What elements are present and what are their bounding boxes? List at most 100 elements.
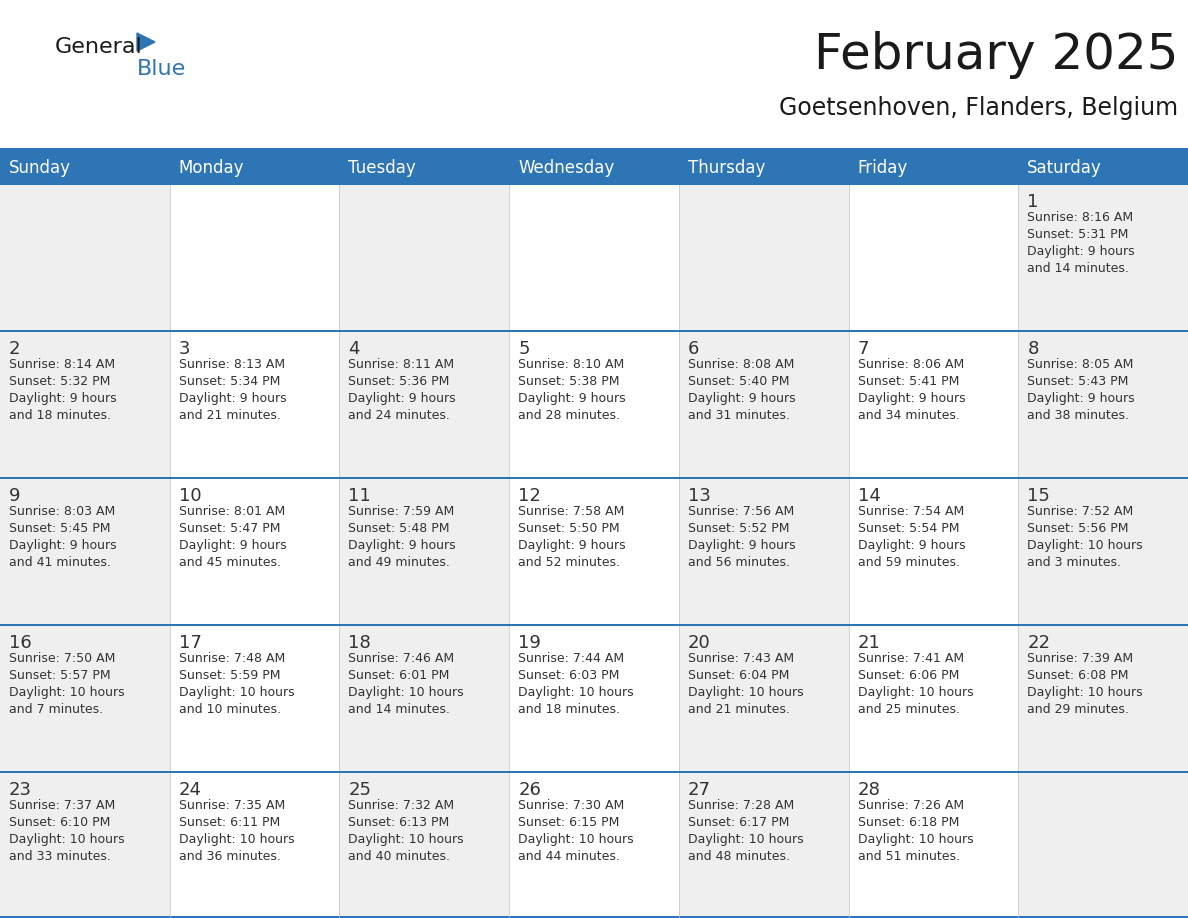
Text: Sunset: 6:18 PM: Sunset: 6:18 PM bbox=[858, 816, 959, 829]
Text: and 52 minutes.: and 52 minutes. bbox=[518, 556, 620, 569]
Text: Sunday: Sunday bbox=[10, 159, 71, 177]
Bar bbox=[170, 624, 340, 771]
Text: Sunrise: 8:01 AM: Sunrise: 8:01 AM bbox=[178, 505, 285, 518]
Text: and 44 minutes.: and 44 minutes. bbox=[518, 850, 620, 863]
Bar bbox=[510, 183, 678, 330]
Text: Sunset: 5:45 PM: Sunset: 5:45 PM bbox=[10, 522, 110, 535]
Text: Sunrise: 7:48 AM: Sunrise: 7:48 AM bbox=[178, 652, 285, 665]
Text: 28: 28 bbox=[858, 781, 880, 799]
Bar bbox=[510, 153, 678, 183]
Text: and 7 minutes.: and 7 minutes. bbox=[10, 703, 103, 716]
Text: Sunrise: 7:50 AM: Sunrise: 7:50 AM bbox=[10, 652, 115, 665]
Text: Sunrise: 7:35 AM: Sunrise: 7:35 AM bbox=[178, 799, 285, 812]
Text: and 51 minutes.: and 51 minutes. bbox=[858, 850, 960, 863]
Bar bbox=[340, 330, 510, 477]
Bar bbox=[170, 477, 340, 624]
Text: Daylight: 9 hours: Daylight: 9 hours bbox=[1028, 245, 1135, 258]
Text: Daylight: 9 hours: Daylight: 9 hours bbox=[518, 392, 626, 405]
Text: 22: 22 bbox=[1028, 634, 1050, 652]
Text: 6: 6 bbox=[688, 340, 700, 358]
Bar bbox=[0, 330, 1188, 332]
Text: Daylight: 9 hours: Daylight: 9 hours bbox=[858, 539, 965, 552]
Text: Sunset: 5:40 PM: Sunset: 5:40 PM bbox=[688, 375, 789, 388]
Text: and 31 minutes.: and 31 minutes. bbox=[688, 409, 790, 422]
Text: Sunset: 6:04 PM: Sunset: 6:04 PM bbox=[688, 669, 789, 682]
Text: 26: 26 bbox=[518, 781, 541, 799]
Text: 12: 12 bbox=[518, 487, 541, 505]
Text: 21: 21 bbox=[858, 634, 880, 652]
Text: Daylight: 10 hours: Daylight: 10 hours bbox=[178, 833, 295, 846]
Text: Sunset: 6:17 PM: Sunset: 6:17 PM bbox=[688, 816, 789, 829]
Text: Monday: Monday bbox=[178, 159, 245, 177]
Text: 3: 3 bbox=[178, 340, 190, 358]
Bar bbox=[678, 183, 848, 330]
Text: Sunset: 5:31 PM: Sunset: 5:31 PM bbox=[1028, 228, 1129, 241]
Bar bbox=[678, 624, 848, 771]
Bar bbox=[1018, 153, 1188, 183]
Bar bbox=[0, 477, 1188, 479]
Text: Sunset: 6:11 PM: Sunset: 6:11 PM bbox=[178, 816, 280, 829]
Bar bbox=[848, 771, 1018, 918]
Text: Daylight: 10 hours: Daylight: 10 hours bbox=[10, 833, 125, 846]
Text: Daylight: 9 hours: Daylight: 9 hours bbox=[178, 392, 286, 405]
Bar bbox=[340, 183, 510, 330]
Text: 19: 19 bbox=[518, 634, 541, 652]
Bar bbox=[510, 330, 678, 477]
Text: and 36 minutes.: and 36 minutes. bbox=[178, 850, 280, 863]
Text: Daylight: 9 hours: Daylight: 9 hours bbox=[348, 539, 456, 552]
Text: Friday: Friday bbox=[858, 159, 908, 177]
Text: Saturday: Saturday bbox=[1028, 159, 1102, 177]
Text: 20: 20 bbox=[688, 634, 710, 652]
Text: Daylight: 9 hours: Daylight: 9 hours bbox=[518, 539, 626, 552]
Text: and 14 minutes.: and 14 minutes. bbox=[1028, 262, 1129, 275]
Text: Sunset: 6:10 PM: Sunset: 6:10 PM bbox=[10, 816, 110, 829]
Text: and 56 minutes.: and 56 minutes. bbox=[688, 556, 790, 569]
Text: Sunset: 6:03 PM: Sunset: 6:03 PM bbox=[518, 669, 619, 682]
Text: and 3 minutes.: and 3 minutes. bbox=[1028, 556, 1121, 569]
Polygon shape bbox=[137, 33, 154, 51]
Text: Daylight: 10 hours: Daylight: 10 hours bbox=[348, 833, 465, 846]
Text: Daylight: 9 hours: Daylight: 9 hours bbox=[10, 539, 116, 552]
Text: Sunrise: 8:06 AM: Sunrise: 8:06 AM bbox=[858, 358, 963, 371]
Bar bbox=[0, 183, 170, 330]
Text: Sunrise: 7:28 AM: Sunrise: 7:28 AM bbox=[688, 799, 794, 812]
Text: 4: 4 bbox=[348, 340, 360, 358]
Text: Sunset: 5:57 PM: Sunset: 5:57 PM bbox=[10, 669, 110, 682]
Text: Sunrise: 7:30 AM: Sunrise: 7:30 AM bbox=[518, 799, 625, 812]
Text: Sunrise: 8:16 AM: Sunrise: 8:16 AM bbox=[1028, 211, 1133, 224]
Text: 25: 25 bbox=[348, 781, 372, 799]
Text: Daylight: 10 hours: Daylight: 10 hours bbox=[178, 686, 295, 699]
Text: Sunrise: 7:37 AM: Sunrise: 7:37 AM bbox=[10, 799, 115, 812]
Text: Sunrise: 7:56 AM: Sunrise: 7:56 AM bbox=[688, 505, 794, 518]
Text: Sunrise: 7:59 AM: Sunrise: 7:59 AM bbox=[348, 505, 455, 518]
Text: Daylight: 10 hours: Daylight: 10 hours bbox=[1028, 686, 1143, 699]
Text: and 21 minutes.: and 21 minutes. bbox=[178, 409, 280, 422]
Text: and 29 minutes.: and 29 minutes. bbox=[1028, 703, 1129, 716]
Text: 15: 15 bbox=[1028, 487, 1050, 505]
Bar bbox=[0, 916, 1188, 918]
Text: Sunset: 6:06 PM: Sunset: 6:06 PM bbox=[858, 669, 959, 682]
Bar bbox=[510, 477, 678, 624]
Text: Daylight: 10 hours: Daylight: 10 hours bbox=[688, 833, 803, 846]
Text: 8: 8 bbox=[1028, 340, 1038, 358]
Text: Daylight: 10 hours: Daylight: 10 hours bbox=[518, 686, 633, 699]
Text: Sunset: 5:47 PM: Sunset: 5:47 PM bbox=[178, 522, 280, 535]
Text: Sunrise: 7:54 AM: Sunrise: 7:54 AM bbox=[858, 505, 963, 518]
Text: 16: 16 bbox=[10, 634, 32, 652]
Text: and 18 minutes.: and 18 minutes. bbox=[10, 409, 110, 422]
Bar bbox=[0, 624, 1188, 626]
Text: and 10 minutes.: and 10 minutes. bbox=[178, 703, 280, 716]
Text: Daylight: 10 hours: Daylight: 10 hours bbox=[518, 833, 633, 846]
Text: February 2025: February 2025 bbox=[814, 31, 1178, 79]
Bar bbox=[0, 330, 170, 477]
Text: and 28 minutes.: and 28 minutes. bbox=[518, 409, 620, 422]
Text: and 48 minutes.: and 48 minutes. bbox=[688, 850, 790, 863]
Text: and 38 minutes.: and 38 minutes. bbox=[1028, 409, 1130, 422]
Text: Sunset: 6:01 PM: Sunset: 6:01 PM bbox=[348, 669, 450, 682]
Text: Sunrise: 7:46 AM: Sunrise: 7:46 AM bbox=[348, 652, 455, 665]
Text: 13: 13 bbox=[688, 487, 710, 505]
Text: Thursday: Thursday bbox=[688, 159, 765, 177]
Bar bbox=[340, 477, 510, 624]
Text: Sunset: 5:50 PM: Sunset: 5:50 PM bbox=[518, 522, 620, 535]
Bar bbox=[170, 771, 340, 918]
